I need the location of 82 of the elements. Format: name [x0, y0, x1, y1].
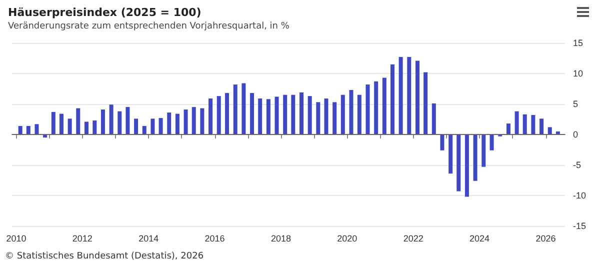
bar	[208, 98, 213, 134]
bar	[291, 94, 296, 134]
x-tick-label: 2014	[138, 234, 159, 244]
bar	[456, 134, 461, 192]
bar	[150, 118, 155, 134]
bar	[514, 111, 519, 134]
bar	[242, 83, 246, 134]
bar	[175, 114, 180, 134]
bar	[34, 124, 39, 134]
bar	[340, 94, 345, 134]
bar	[464, 134, 469, 197]
bar	[415, 60, 420, 134]
bar	[118, 111, 122, 134]
bar	[184, 109, 188, 134]
bar	[390, 64, 394, 134]
bar	[51, 112, 56, 134]
bar	[324, 98, 328, 134]
bar	[134, 118, 138, 134]
bar	[374, 81, 378, 134]
y-tick-label: -15	[573, 221, 586, 231]
x-tick-label: 2018	[271, 234, 292, 244]
bar	[216, 96, 221, 134]
bar	[76, 108, 80, 134]
y-tick-label: -5	[573, 160, 582, 170]
bar	[407, 57, 412, 134]
bar	[440, 134, 444, 150]
bar	[308, 96, 312, 134]
bar	[540, 118, 544, 134]
x-tick-label: 2024	[470, 234, 490, 244]
bar	[283, 94, 288, 134]
bar	[366, 84, 370, 134]
bar	[126, 107, 130, 134]
bar	[382, 78, 386, 134]
bar	[274, 96, 279, 134]
bar	[398, 57, 403, 134]
bar	[448, 134, 453, 174]
y-tick-label: 15	[573, 38, 584, 48]
x-tick-label: 2012	[72, 234, 92, 244]
bar	[300, 92, 304, 134]
chart-subtitle: Veränderungsrate zum entsprechenden Vorjahresquartal, in %	[8, 22, 290, 32]
bar	[482, 134, 486, 167]
bar	[233, 84, 238, 134]
bar	[142, 126, 146, 134]
bar	[424, 72, 428, 134]
bar	[68, 118, 72, 134]
bar	[225, 93, 230, 134]
bar	[349, 90, 354, 134]
bar	[332, 102, 337, 134]
bar	[258, 98, 262, 134]
bar	[26, 126, 30, 134]
bar	[432, 103, 436, 134]
bar	[266, 99, 270, 134]
bar	[59, 114, 64, 134]
bar	[506, 124, 510, 134]
y-tick-label: 5	[573, 99, 578, 109]
bar	[200, 108, 204, 134]
x-tick-label: 2022	[403, 234, 424, 244]
bar	[18, 126, 22, 134]
bar	[531, 114, 536, 134]
bar	[192, 107, 196, 134]
bar	[250, 93, 254, 134]
bar	[167, 112, 172, 134]
bar	[158, 118, 163, 134]
bar	[473, 134, 478, 181]
chart-title: Häuserpreisindex (2025 = 100)	[8, 6, 202, 19]
bar	[84, 122, 88, 134]
x-tick-label: 2026	[536, 234, 556, 244]
bar	[357, 94, 362, 134]
text: © Statistisches Bundesamt (Destatis), 2026	[5, 252, 204, 262]
bar	[316, 102, 320, 134]
y-tick-label: 0	[573, 130, 578, 140]
bar	[490, 134, 494, 150]
y-tick-label: -10	[573, 190, 586, 200]
bar	[522, 114, 527, 134]
bar	[548, 127, 552, 134]
bar	[109, 104, 114, 134]
bar	[92, 120, 97, 134]
y-tick-label: 10	[573, 68, 584, 78]
bar	[100, 109, 105, 134]
x-tick-label: 2010	[6, 234, 26, 244]
x-tick-label: 2020	[337, 234, 358, 244]
x-tick-label: 2016	[204, 234, 225, 244]
